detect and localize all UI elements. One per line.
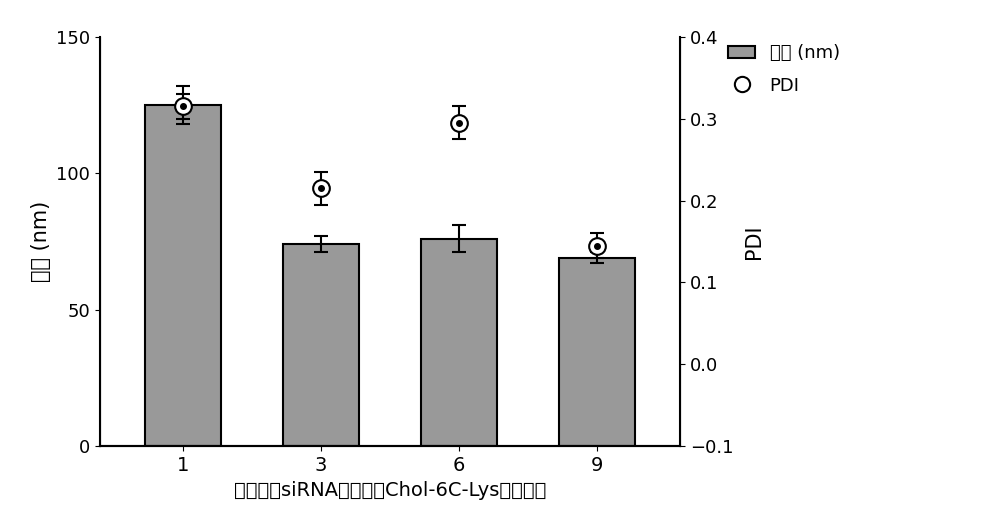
Y-axis label: 粒径 (nm): 粒径 (nm) — [31, 201, 51, 282]
Bar — [421, 239, 497, 446]
Legend: 粒径 (nm), PDI: 粒径 (nm), PDI — [719, 35, 849, 104]
Y-axis label: PDI: PDI — [744, 224, 764, 259]
X-axis label: 流速比（siRNA水溶液：Chol-6C-Lys水溶液）: 流速比（siRNA水溶液：Chol-6C-Lys水溶液） — [234, 480, 546, 499]
Bar — [283, 244, 359, 446]
Bar — [559, 258, 635, 446]
Bar — [145, 105, 221, 446]
